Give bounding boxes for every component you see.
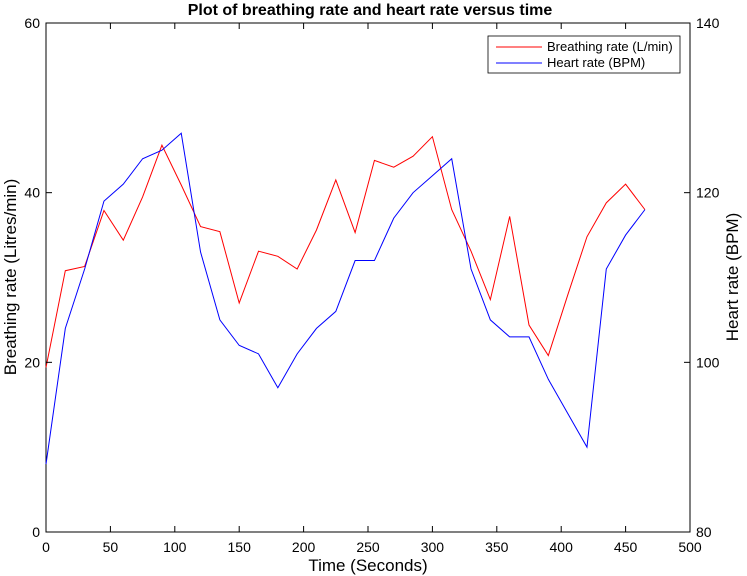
x-tick-label: 50 xyxy=(103,539,119,555)
legend: Breathing rate (L/min) Heart rate (BPM) xyxy=(487,35,681,74)
y-right-axis-label: Heart rate (BPM) xyxy=(723,213,742,341)
legend-box xyxy=(487,35,681,74)
x-tick-label: 450 xyxy=(614,539,638,555)
chart-title: Plot of breathing rate and heart rate ve… xyxy=(188,2,553,19)
x-tick-label: 0 xyxy=(42,539,50,555)
x-axis-label: Time (Seconds) xyxy=(308,556,427,575)
y-right-tick-label: 80 xyxy=(696,524,712,540)
y-left-tick-label: 20 xyxy=(24,354,40,370)
y-left-tick-label: 60 xyxy=(24,15,40,31)
series-layer xyxy=(45,132,646,465)
y-right-tick-label: 100 xyxy=(696,354,720,370)
x-tick-label: 350 xyxy=(485,539,509,555)
y-left-axis-label: Breathing rate (Litres/min) xyxy=(1,179,20,376)
ticks-layer: 0 50 100 150 200 250 300 350 400 450 500 0 20 40 60 80 1… xyxy=(24,15,719,555)
x-tick-label: 500 xyxy=(678,539,702,555)
x-tick-label: 400 xyxy=(550,539,574,555)
plot-area: 0 50 100 150 200 250 300 350 400 450 500 0 20 40 60 80 1… xyxy=(24,15,719,555)
series-line-breathing-rate xyxy=(45,135,646,368)
series-line-heart-rate xyxy=(45,132,646,465)
y-left-tick-label: 40 xyxy=(24,185,40,201)
x-tick-label: 250 xyxy=(356,539,380,555)
x-tick-label: 300 xyxy=(421,539,445,555)
legend-label-breathing: Breathing rate (L/min) xyxy=(547,39,673,54)
x-tick-label: 200 xyxy=(292,539,316,555)
x-tick-label: 100 xyxy=(163,539,187,555)
x-tick-label: 150 xyxy=(228,539,252,555)
legend-label-heart: Heart rate (BPM) xyxy=(547,55,645,70)
plot-frame xyxy=(45,22,691,533)
y-right-tick-label: 140 xyxy=(696,15,720,31)
y-left-tick-label: 0 xyxy=(32,524,40,540)
y-right-tick-label: 120 xyxy=(696,185,720,201)
